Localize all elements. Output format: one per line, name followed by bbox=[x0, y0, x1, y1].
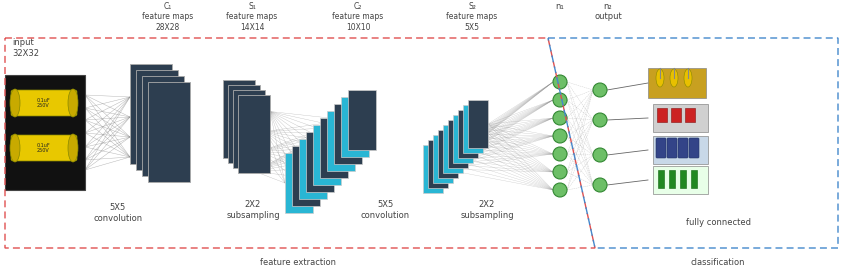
Circle shape bbox=[553, 165, 567, 179]
Bar bbox=[130, 64, 172, 164]
Bar bbox=[685, 108, 695, 122]
Bar bbox=[285, 153, 313, 213]
Bar bbox=[433, 135, 453, 183]
Circle shape bbox=[593, 83, 607, 97]
Text: C₂
feature maps
10X10: C₂ feature maps 10X10 bbox=[333, 2, 384, 32]
Ellipse shape bbox=[10, 134, 20, 162]
FancyBboxPatch shape bbox=[689, 138, 699, 158]
Circle shape bbox=[553, 75, 567, 89]
Text: 5X5
convolution: 5X5 convolution bbox=[360, 200, 409, 220]
Text: 0.1uF
250V: 0.1uF 250V bbox=[36, 98, 50, 108]
Bar bbox=[468, 100, 488, 148]
Bar bbox=[657, 108, 667, 122]
Bar bbox=[648, 68, 706, 98]
Bar bbox=[463, 105, 483, 153]
Ellipse shape bbox=[10, 89, 20, 117]
Circle shape bbox=[553, 93, 567, 107]
Text: S₂
feature maps
5X5: S₂ feature maps 5X5 bbox=[446, 2, 498, 32]
Ellipse shape bbox=[68, 89, 78, 117]
Circle shape bbox=[553, 183, 567, 197]
Bar bbox=[443, 125, 463, 173]
FancyBboxPatch shape bbox=[678, 138, 688, 158]
Text: 5X5
convolution: 5X5 convolution bbox=[94, 203, 143, 223]
Text: n₂
output: n₂ output bbox=[594, 2, 622, 21]
Bar bbox=[142, 76, 184, 176]
Text: S₁
feature maps
14X14: S₁ feature maps 14X14 bbox=[226, 2, 278, 32]
Bar bbox=[458, 110, 478, 158]
Bar bbox=[136, 70, 178, 170]
Bar bbox=[669, 170, 675, 188]
Bar bbox=[453, 115, 473, 163]
Circle shape bbox=[593, 148, 607, 162]
Circle shape bbox=[593, 113, 607, 127]
Bar bbox=[306, 132, 334, 192]
Bar bbox=[438, 130, 458, 178]
Bar bbox=[334, 104, 362, 164]
Text: input
32X32: input 32X32 bbox=[12, 38, 39, 58]
Text: feature extraction: feature extraction bbox=[260, 258, 336, 267]
Bar bbox=[238, 95, 270, 173]
Ellipse shape bbox=[68, 134, 78, 162]
Bar bbox=[680, 170, 686, 188]
Circle shape bbox=[553, 147, 567, 161]
Bar bbox=[348, 90, 376, 150]
Ellipse shape bbox=[670, 69, 678, 87]
Bar bbox=[292, 146, 320, 206]
Ellipse shape bbox=[656, 69, 664, 87]
Bar bbox=[5, 75, 85, 190]
Ellipse shape bbox=[684, 69, 692, 87]
Bar bbox=[671, 108, 681, 122]
Bar bbox=[341, 97, 369, 157]
Text: fully connected: fully connected bbox=[685, 218, 750, 227]
Bar bbox=[691, 170, 697, 188]
FancyBboxPatch shape bbox=[11, 135, 77, 161]
Bar bbox=[428, 140, 448, 188]
Bar bbox=[320, 118, 348, 178]
Bar bbox=[223, 80, 255, 158]
Bar bbox=[653, 136, 708, 164]
Bar bbox=[299, 139, 327, 199]
Bar bbox=[448, 120, 468, 168]
Text: 2X2
subsampling: 2X2 subsampling bbox=[226, 200, 280, 220]
Text: n₁: n₁ bbox=[555, 2, 565, 11]
Bar bbox=[228, 85, 260, 163]
Bar bbox=[653, 166, 708, 194]
Text: C₁
feature maps
28X28: C₁ feature maps 28X28 bbox=[143, 2, 193, 32]
Text: classification: classification bbox=[690, 258, 745, 267]
FancyBboxPatch shape bbox=[667, 138, 677, 158]
Bar bbox=[233, 90, 265, 168]
Bar bbox=[653, 104, 708, 132]
Circle shape bbox=[593, 178, 607, 192]
Bar bbox=[423, 145, 443, 193]
Bar bbox=[148, 82, 190, 182]
FancyBboxPatch shape bbox=[656, 138, 666, 158]
FancyBboxPatch shape bbox=[11, 90, 77, 116]
Circle shape bbox=[553, 129, 567, 143]
Text: 0.1uF
250V: 0.1uF 250V bbox=[36, 143, 50, 153]
Bar bbox=[313, 125, 341, 185]
Circle shape bbox=[553, 111, 567, 125]
Bar bbox=[658, 170, 664, 188]
Text: 2X2
subsampling: 2X2 subsampling bbox=[460, 200, 514, 220]
Bar bbox=[327, 111, 355, 171]
